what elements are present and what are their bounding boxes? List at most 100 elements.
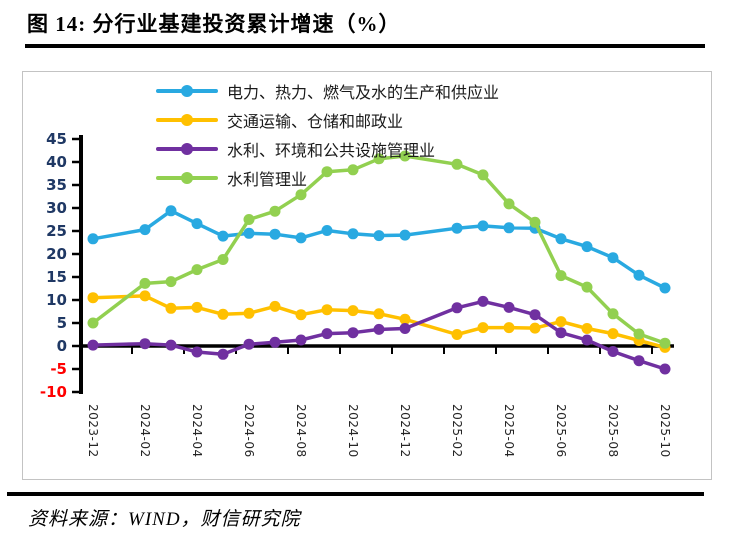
data-point-series-1: [165, 302, 177, 314]
legend-label: 水利、环境和公共设施管理业: [227, 143, 436, 160]
data-point-series-2: [217, 348, 229, 360]
data-point-series-3: [633, 328, 645, 340]
legend-item-2: 水利、环境和公共设施管理业: [156, 138, 499, 160]
data-point-series-0: [165, 205, 177, 217]
legend-item-0: 电力、热力、燃气及水的生产和供应业: [156, 80, 499, 102]
data-point-series-0: [321, 225, 333, 236]
data-point-series-1: [347, 305, 359, 317]
data-point-series-1: [555, 316, 567, 328]
data-point-series-2: [269, 336, 281, 348]
data-point-series-3: [347, 164, 359, 176]
data-point-series-0: [659, 282, 671, 294]
x-tick-label: 2024-04: [190, 404, 204, 458]
data-point-series-2: [555, 327, 567, 339]
data-point-series-1: [243, 307, 255, 319]
data-point-series-2: [451, 302, 463, 314]
legend-marker-dot: [181, 114, 193, 126]
data-point-series-2: [659, 363, 671, 375]
data-point-series-2: [373, 323, 385, 335]
data-point-series-1: [139, 290, 151, 302]
y-tick-label: 20: [46, 245, 67, 263]
data-point-series-3: [295, 189, 307, 201]
x-tick-label: 2024-10: [346, 404, 360, 458]
legend-line-swatch: [156, 85, 218, 97]
x-tick-label: 2024-12: [398, 404, 412, 458]
data-point-series-2: [633, 355, 645, 367]
y-tick-label: -10: [40, 383, 67, 401]
data-point-series-3: [581, 281, 593, 293]
data-point-series-2: [321, 328, 333, 340]
legend-marker-dot: [181, 172, 193, 184]
legend-line-swatch: [156, 143, 218, 155]
x-tick-label: 2025-04: [502, 404, 516, 458]
data-point-series-0: [503, 222, 515, 234]
data-point-series-0: [347, 228, 359, 240]
data-point-series-2: [607, 346, 619, 357]
data-point-series-2: [399, 323, 411, 334]
y-tick-label: 10: [46, 291, 67, 309]
x-tick-label: 2025-08: [606, 404, 620, 458]
data-point-series-1: [217, 308, 229, 320]
data-point-series-0: [607, 252, 619, 264]
data-point-series-1: [191, 301, 203, 313]
data-point-series-3: [191, 264, 203, 276]
title-divider-rule: [25, 44, 705, 48]
data-point-series-2: [295, 334, 307, 346]
data-point-series-2: [87, 339, 99, 351]
data-source-note: 资料来源：WIND，财信研究院: [28, 509, 301, 530]
data-point-series-1: [269, 300, 281, 312]
data-point-series-3: [243, 214, 255, 225]
data-point-series-0: [217, 230, 229, 242]
y-tick-label: 40: [46, 153, 67, 171]
data-point-series-0: [633, 269, 645, 281]
data-point-series-1: [503, 322, 515, 334]
x-tick-label: 2025-06: [554, 404, 568, 458]
data-point-series-0: [269, 228, 281, 240]
y-tick-label: 30: [46, 199, 67, 217]
y-tick-label: 35: [46, 176, 67, 194]
data-point-series-3: [529, 216, 541, 228]
data-point-series-2: [477, 295, 489, 307]
x-tick-label: 2024-06: [242, 404, 256, 458]
data-point-series-0: [451, 222, 463, 234]
data-point-series-1: [295, 309, 307, 321]
data-point-series-0: [555, 233, 567, 245]
data-point-series-3: [321, 166, 333, 178]
data-point-series-1: [321, 304, 333, 316]
data-point-series-1: [581, 323, 593, 334]
data-point-series-2: [347, 327, 359, 339]
data-point-series-3: [165, 276, 177, 288]
line-chart: 45 40 35 30 25 20 15 10 5 0 -5 -10 2023-12 2024-02 202…: [40, 130, 674, 458]
legend-line-swatch: [156, 114, 218, 126]
data-point-series-1: [399, 313, 411, 325]
y-tick-label: 15: [46, 268, 67, 286]
legend-label: 电力、热力、燃气及水的生产和供应业: [227, 85, 500, 102]
data-point-series-3: [659, 337, 671, 349]
y-tick-label: 0: [57, 337, 67, 355]
chart-legend: 电力、热力、燃气及水的生产和供应业交通运输、仓储和邮政业水利、环境和公共设施管理…: [156, 80, 499, 189]
data-point-series-2: [139, 338, 151, 350]
legend-item-1: 交通运输、仓储和邮政业: [156, 109, 499, 131]
data-point-series-1: [477, 322, 489, 334]
data-point-series-3: [269, 205, 281, 217]
figure-title: 图 14: 分行业基建投资累计增速（%）: [27, 12, 401, 36]
data-point-series-1: [529, 322, 541, 334]
data-point-series-2: [529, 309, 541, 321]
footer-divider-rule: [7, 492, 704, 496]
y-tick-label: -5: [50, 360, 67, 378]
legend-label: 水利管理业: [227, 172, 308, 189]
data-point-series-0: [373, 230, 385, 242]
data-point-series-3: [399, 150, 411, 162]
data-point-series-3: [139, 277, 151, 289]
data-point-series-3: [607, 308, 619, 320]
x-tick-label: 2025-10: [658, 404, 672, 458]
legend-marker-dot: [181, 85, 193, 97]
data-point-series-0: [581, 241, 593, 253]
data-point-series-1: [607, 328, 619, 340]
data-point-series-0: [191, 218, 203, 230]
x-tick-label: 2024-02: [138, 404, 152, 458]
data-point-series-3: [503, 198, 515, 210]
chart-container: 45 40 35 30 25 20 15 10 5 0 -5 -10 2023-12 2024-02 202…: [22, 71, 712, 480]
data-point-series-0: [295, 232, 307, 244]
y-tick-label: 25: [46, 222, 67, 240]
